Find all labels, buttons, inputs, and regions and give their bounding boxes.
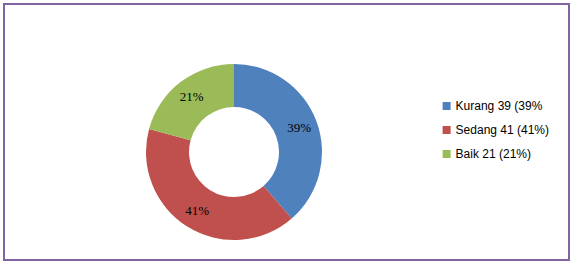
svg-text:Kurang 39 (39%: Kurang 39 (39% [456,99,543,113]
svg-text:Baik 21 (21%): Baik 21 (21%) [456,147,531,161]
svg-text:21%: 21% [180,89,204,104]
svg-text:Sedang 41 (41%): Sedang 41 (41%) [456,123,549,137]
svg-text:41%: 41% [185,203,209,218]
svg-text:39%: 39% [287,120,311,135]
